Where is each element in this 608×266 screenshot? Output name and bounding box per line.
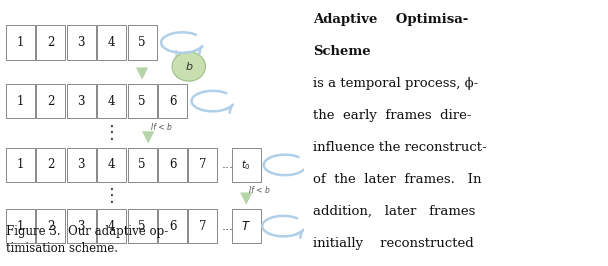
FancyBboxPatch shape — [36, 148, 66, 182]
FancyBboxPatch shape — [128, 209, 157, 243]
Text: Scheme: Scheme — [313, 45, 371, 58]
FancyBboxPatch shape — [188, 209, 218, 243]
Text: 3: 3 — [78, 36, 85, 49]
Text: 2: 2 — [47, 36, 55, 49]
FancyBboxPatch shape — [6, 84, 35, 118]
FancyBboxPatch shape — [128, 148, 157, 182]
FancyBboxPatch shape — [6, 148, 35, 182]
Text: ⋮: ⋮ — [103, 186, 121, 205]
Text: 2: 2 — [47, 220, 55, 232]
FancyBboxPatch shape — [158, 84, 187, 118]
FancyBboxPatch shape — [67, 25, 96, 60]
Text: addition,   later   frames: addition, later frames — [313, 205, 475, 218]
FancyBboxPatch shape — [67, 84, 96, 118]
Text: Adaptive    Optimisa-: Adaptive Optimisa- — [313, 13, 469, 26]
Text: is a temporal process, ϕ-: is a temporal process, ϕ- — [313, 77, 478, 90]
Text: ...: ... — [222, 220, 234, 232]
Text: 5: 5 — [139, 36, 146, 49]
Text: If < b: If < b — [249, 186, 270, 195]
FancyBboxPatch shape — [232, 209, 261, 243]
FancyBboxPatch shape — [188, 148, 218, 182]
FancyBboxPatch shape — [158, 148, 187, 182]
Text: initially    reconstructed: initially reconstructed — [313, 237, 474, 250]
FancyBboxPatch shape — [67, 148, 96, 182]
FancyBboxPatch shape — [128, 84, 157, 118]
Text: 1: 1 — [17, 220, 24, 232]
Text: 1: 1 — [17, 159, 24, 171]
Text: 4: 4 — [108, 159, 116, 171]
FancyBboxPatch shape — [6, 25, 35, 60]
Circle shape — [172, 52, 206, 81]
FancyBboxPatch shape — [97, 209, 126, 243]
Text: 7: 7 — [199, 159, 207, 171]
Text: 3: 3 — [78, 159, 85, 171]
FancyBboxPatch shape — [67, 209, 96, 243]
Text: $t_0$: $t_0$ — [241, 158, 251, 172]
Text: 4: 4 — [108, 95, 116, 107]
Text: of  the  later  frames.   In: of the later frames. In — [313, 173, 482, 186]
Text: 5: 5 — [139, 159, 146, 171]
Text: 1: 1 — [17, 95, 24, 107]
Text: b: b — [185, 61, 192, 72]
Text: 3: 3 — [78, 95, 85, 107]
Text: the  early  frames  dire-: the early frames dire- — [313, 109, 472, 122]
Text: If < b: If < b — [151, 123, 172, 132]
FancyBboxPatch shape — [97, 84, 126, 118]
Text: 2: 2 — [47, 159, 55, 171]
Text: 3: 3 — [78, 220, 85, 232]
Text: 6: 6 — [169, 220, 176, 232]
FancyBboxPatch shape — [36, 25, 66, 60]
FancyBboxPatch shape — [97, 25, 126, 60]
Text: Figure 3.  Our adaptive op-
timisation scheme.: Figure 3. Our adaptive op- timisation sc… — [6, 225, 168, 255]
Text: 4: 4 — [108, 220, 116, 232]
Text: 5: 5 — [139, 95, 146, 107]
FancyBboxPatch shape — [36, 209, 66, 243]
Text: 7: 7 — [199, 220, 207, 232]
Text: $T$: $T$ — [241, 220, 251, 232]
FancyBboxPatch shape — [128, 25, 157, 60]
Text: influence the reconstruct-: influence the reconstruct- — [313, 141, 487, 154]
Text: ...: ... — [222, 159, 234, 171]
Text: 2: 2 — [47, 95, 55, 107]
FancyBboxPatch shape — [36, 84, 66, 118]
Text: ⋮: ⋮ — [103, 124, 121, 142]
FancyBboxPatch shape — [6, 209, 35, 243]
Text: 5: 5 — [139, 220, 146, 232]
FancyBboxPatch shape — [97, 148, 126, 182]
Text: 1: 1 — [17, 36, 24, 49]
Text: 6: 6 — [169, 95, 176, 107]
Text: 6: 6 — [169, 159, 176, 171]
Text: 4: 4 — [108, 36, 116, 49]
FancyBboxPatch shape — [232, 148, 261, 182]
FancyBboxPatch shape — [158, 209, 187, 243]
